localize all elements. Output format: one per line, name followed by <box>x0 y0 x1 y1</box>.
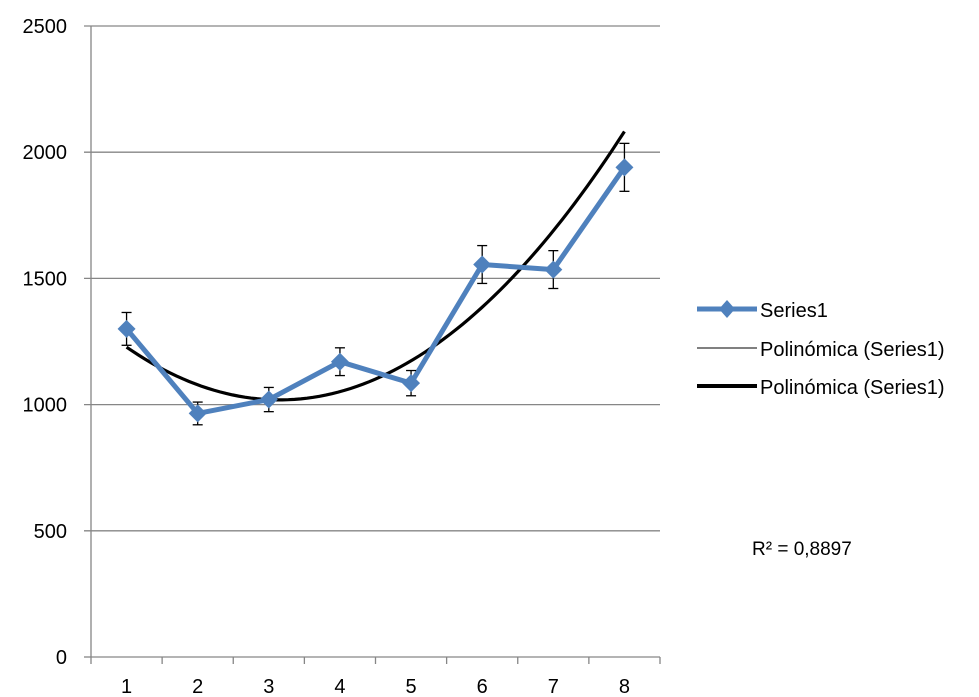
polynomial-trendline <box>125 130 626 402</box>
x-tick-labels: 1 2 3 4 5 6 7 8 <box>90 657 661 697</box>
r-squared-label: R² = 0,8897 <box>752 539 852 560</box>
series-1 <box>117 142 634 426</box>
legend: Series1 Polinómica (Series1) Polinómica … <box>697 300 945 399</box>
y-tick-label: 2500 <box>23 16 68 38</box>
y-tick-label: 500 <box>34 521 67 543</box>
data-point-marker <box>473 255 492 274</box>
data-point-marker <box>544 260 563 279</box>
trendline <box>125 130 626 402</box>
x-tick-label: 5 <box>406 676 417 697</box>
data-point-marker <box>402 374 421 393</box>
series-line <box>124 165 627 416</box>
x-tick-label: 6 <box>477 676 488 697</box>
x-tick-label: 8 <box>619 676 630 697</box>
legend-trendline-thick-label: Polinómica (Series1) <box>760 377 945 399</box>
data-point-marker <box>330 352 349 371</box>
grid-lines <box>84 25 660 658</box>
y-tick-labels: 0 500 1000 1500 2000 2500 <box>23 16 68 669</box>
data-point-marker <box>117 319 136 338</box>
x-tick-label: 4 <box>334 676 345 697</box>
y-tick-label: 1000 <box>23 395 68 417</box>
legend-trendline-thin-label: Polinómica (Series1) <box>760 339 945 361</box>
data-point-marker <box>259 390 278 409</box>
legend-series1-marker <box>719 300 735 318</box>
x-tick-label: 2 <box>192 676 203 697</box>
data-point-marker <box>188 404 207 423</box>
x-tick-label: 1 <box>121 676 132 697</box>
y-tick-label: 1500 <box>23 268 68 290</box>
data-point-marker <box>615 158 634 177</box>
y-tick-label: 0 <box>56 647 67 669</box>
x-tick-label: 3 <box>263 676 274 697</box>
x-tick-label: 7 <box>548 676 559 697</box>
y-tick-label: 2000 <box>23 142 68 164</box>
legend-series1-label: Series1 <box>760 300 828 322</box>
axes <box>90 26 660 658</box>
